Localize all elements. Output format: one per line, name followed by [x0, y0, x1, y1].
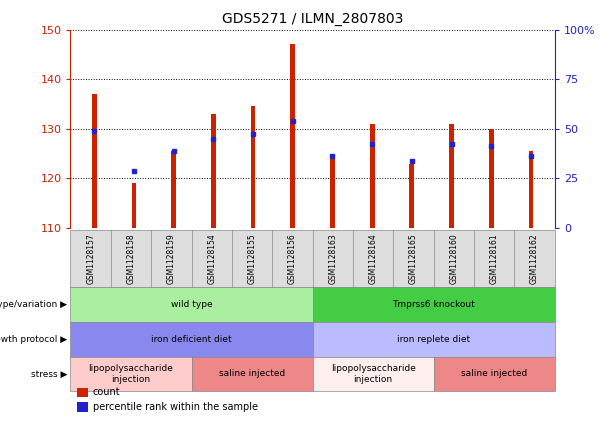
Text: GSM1128163: GSM1128163	[329, 233, 337, 284]
Text: GSM1128161: GSM1128161	[490, 233, 499, 284]
Text: GSM1128156: GSM1128156	[288, 233, 297, 284]
Text: Tmprss6 knockout: Tmprss6 knockout	[392, 300, 475, 309]
Text: iron replete diet: iron replete diet	[397, 335, 470, 344]
Bar	[92, 94, 97, 228]
Text: GSM1128157: GSM1128157	[86, 233, 95, 284]
Text: percentile rank within the sample: percentile rank within the sample	[93, 402, 257, 412]
Bar	[251, 107, 256, 228]
Bar	[291, 44, 295, 228]
Text: genotype/variation ▶: genotype/variation ▶	[0, 300, 67, 309]
Bar	[171, 151, 176, 228]
Bar	[449, 124, 454, 228]
Text: lipopolysaccharide
injection: lipopolysaccharide injection	[331, 364, 416, 384]
Text: saline injected: saline injected	[219, 369, 285, 379]
Text: GSM1128164: GSM1128164	[368, 233, 378, 284]
Text: wild type: wild type	[171, 300, 212, 309]
Text: growth protocol ▶: growth protocol ▶	[0, 335, 67, 344]
Bar	[528, 151, 533, 228]
Text: GSM1128155: GSM1128155	[248, 233, 257, 284]
Title: GDS5271 / ILMN_2807803: GDS5271 / ILMN_2807803	[222, 12, 403, 26]
Text: GSM1128154: GSM1128154	[207, 233, 216, 284]
Text: GSM1128158: GSM1128158	[126, 233, 135, 284]
Bar	[409, 164, 414, 228]
Bar	[132, 183, 136, 228]
Bar	[370, 124, 375, 228]
Text: saline injected: saline injected	[461, 369, 527, 379]
Bar	[211, 114, 216, 228]
Text: lipopolysaccharide
injection: lipopolysaccharide injection	[89, 364, 173, 384]
Bar	[330, 156, 335, 228]
Text: GSM1128159: GSM1128159	[167, 233, 176, 284]
Text: iron deficient diet: iron deficient diet	[151, 335, 232, 344]
Text: stress ▶: stress ▶	[31, 369, 67, 379]
Text: GSM1128165: GSM1128165	[409, 233, 418, 284]
Text: count: count	[93, 387, 120, 397]
Text: GSM1128162: GSM1128162	[530, 233, 539, 284]
Text: GSM1128160: GSM1128160	[449, 233, 459, 284]
Bar	[489, 129, 493, 228]
